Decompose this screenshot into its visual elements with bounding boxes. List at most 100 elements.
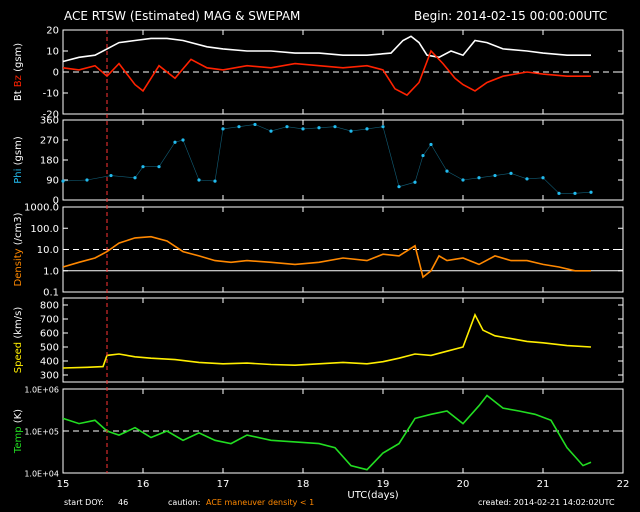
- data-point-Phi: [557, 191, 561, 195]
- series-line-Temp: [62, 394, 592, 471]
- x-tick-label: 20: [457, 479, 470, 490]
- series-line-Bt: [62, 35, 591, 63]
- y-axis-label-temp: Temp (K): [13, 409, 24, 454]
- series-line-Speed: [62, 312, 592, 369]
- y-tick-label: 20: [46, 26, 59, 37]
- y-tick-label: 270: [40, 136, 59, 147]
- panel-frame-speed: [62, 297, 624, 383]
- data-point-Phi: [381, 125, 385, 129]
- x-tick-label: 15: [57, 479, 70, 490]
- y-axis-label-part: Speed: [13, 342, 24, 373]
- start-doy-label: start DOY:: [64, 498, 104, 507]
- data-point-Phi: [493, 173, 497, 178]
- y-tick-label: 1.0E+05: [24, 428, 59, 437]
- series-trace-Phi: [62, 124, 592, 194]
- data-point-Phi: [285, 125, 289, 129]
- y-tick-label: 600: [40, 329, 59, 340]
- data-point-Phi: [301, 127, 305, 131]
- y-tick-label: 1.0E+06: [24, 386, 59, 395]
- data-point-Phi: [61, 179, 65, 183]
- y-axis-label-part: Bt: [13, 90, 24, 101]
- data-point-Phi: [237, 125, 241, 129]
- caution-label: caution:: [168, 498, 201, 507]
- maneuver-note: ACE maneuver: [206, 498, 266, 507]
- y-tick-label: 500: [40, 343, 59, 354]
- data-point-Phi: [525, 177, 529, 181]
- y-tick-label: 1.0: [43, 266, 59, 277]
- x-tick-label: 16: [137, 479, 150, 490]
- y-tick-label: 10.0: [37, 245, 59, 256]
- x-tick-label: 17: [217, 479, 230, 490]
- data-point-Phi: [413, 180, 417, 184]
- x-axis-label: UTC(days): [347, 490, 398, 501]
- y-tick-label: 90: [46, 176, 59, 187]
- data-point-Phi: [333, 125, 337, 129]
- data-point-Phi: [197, 178, 201, 182]
- data-point-Phi: [365, 127, 369, 131]
- data-point-Phi: [397, 185, 401, 189]
- data-point-Phi: [85, 178, 89, 182]
- data-point-Phi: [445, 169, 449, 173]
- series-line-Density: [62, 235, 591, 279]
- y-axis-label-part: Phi: [13, 169, 24, 184]
- y-tick-label: 400: [40, 357, 59, 368]
- x-tick-label: 21: [537, 479, 550, 490]
- y-axis-label-mag: Bt Bz (gsm): [13, 43, 24, 101]
- data-point-Phi: [109, 173, 113, 178]
- data-point-Phi: [173, 140, 177, 144]
- y-tick-label: 180: [40, 156, 59, 167]
- data-point-Phi: [429, 142, 433, 147]
- panel-frame-phi: [62, 119, 624, 201]
- data-point-Phi: [477, 176, 481, 180]
- y-tick-label: 1.0E+04: [24, 470, 59, 479]
- y-axis-label-part: Temp: [13, 426, 24, 454]
- series-line-Bz: [62, 49, 591, 97]
- y-tick-label: 0.1: [43, 288, 59, 299]
- x-tick-label: 22: [617, 479, 630, 490]
- y-axis-label-part: Density: [13, 248, 24, 286]
- y-axis-label-part: (/cm3): [13, 212, 24, 248]
- y-axis-label-speed: Speed (km/s): [13, 307, 24, 374]
- data-point-Phi: [181, 138, 185, 142]
- y-tick-label: 0: [53, 196, 59, 207]
- begin-timestamp: Begin: 2014-02-15 00:00:00UTC: [414, 9, 608, 23]
- x-tick-label: 19: [377, 479, 390, 490]
- data-point-Phi: [157, 165, 161, 169]
- y-axis-label-part: (K): [13, 409, 24, 427]
- data-point-Phi: [253, 122, 257, 127]
- y-tick-label: 1000.0: [24, 203, 59, 214]
- x-tick-label: 18: [297, 479, 310, 490]
- y-tick-label: 300: [40, 371, 59, 382]
- data-point-Phi: [213, 179, 217, 183]
- data-point-Phi: [509, 171, 513, 175]
- created-timestamp: created: 2014-02-21 14:02:02UTC: [478, 498, 615, 507]
- chart-title: ACE RTSW (Estimated) MAG & SWEPAM: [64, 9, 301, 23]
- data-point-Phi: [141, 165, 145, 169]
- data-point-Phi: [541, 176, 545, 180]
- data-point-Phi: [133, 176, 137, 180]
- y-tick-label: 360: [40, 116, 59, 127]
- y-tick-label: -20: [43, 110, 59, 121]
- y-axis-label-part: (gsm): [13, 43, 24, 75]
- start-doy-value: 46: [118, 498, 129, 507]
- data-point-Phi: [269, 129, 273, 133]
- y-axis-label-phi: Phi (gsm): [13, 136, 24, 184]
- y-axis-label-density: Density (/cm3): [13, 212, 24, 286]
- density-note: density < 1: [268, 498, 315, 507]
- y-axis-label-part: Bz: [13, 75, 24, 90]
- y-tick-label: 700: [40, 315, 59, 326]
- y-tick-label: 800: [40, 301, 59, 312]
- y-axis-label-part: (km/s): [13, 307, 24, 342]
- data-point-Phi: [461, 178, 465, 182]
- y-tick-label: 0: [53, 68, 59, 79]
- data-point-Phi: [589, 190, 593, 194]
- data-point-Phi: [573, 191, 577, 195]
- y-axis-label-part: (gsm): [13, 136, 24, 168]
- y-tick-label: 100.0: [30, 224, 59, 235]
- y-tick-label: 10: [46, 47, 59, 58]
- y-tick-label: -10: [43, 89, 59, 100]
- data-point-Phi: [221, 127, 225, 131]
- data-point-Phi: [421, 153, 425, 158]
- data-point-Phi: [317, 126, 321, 130]
